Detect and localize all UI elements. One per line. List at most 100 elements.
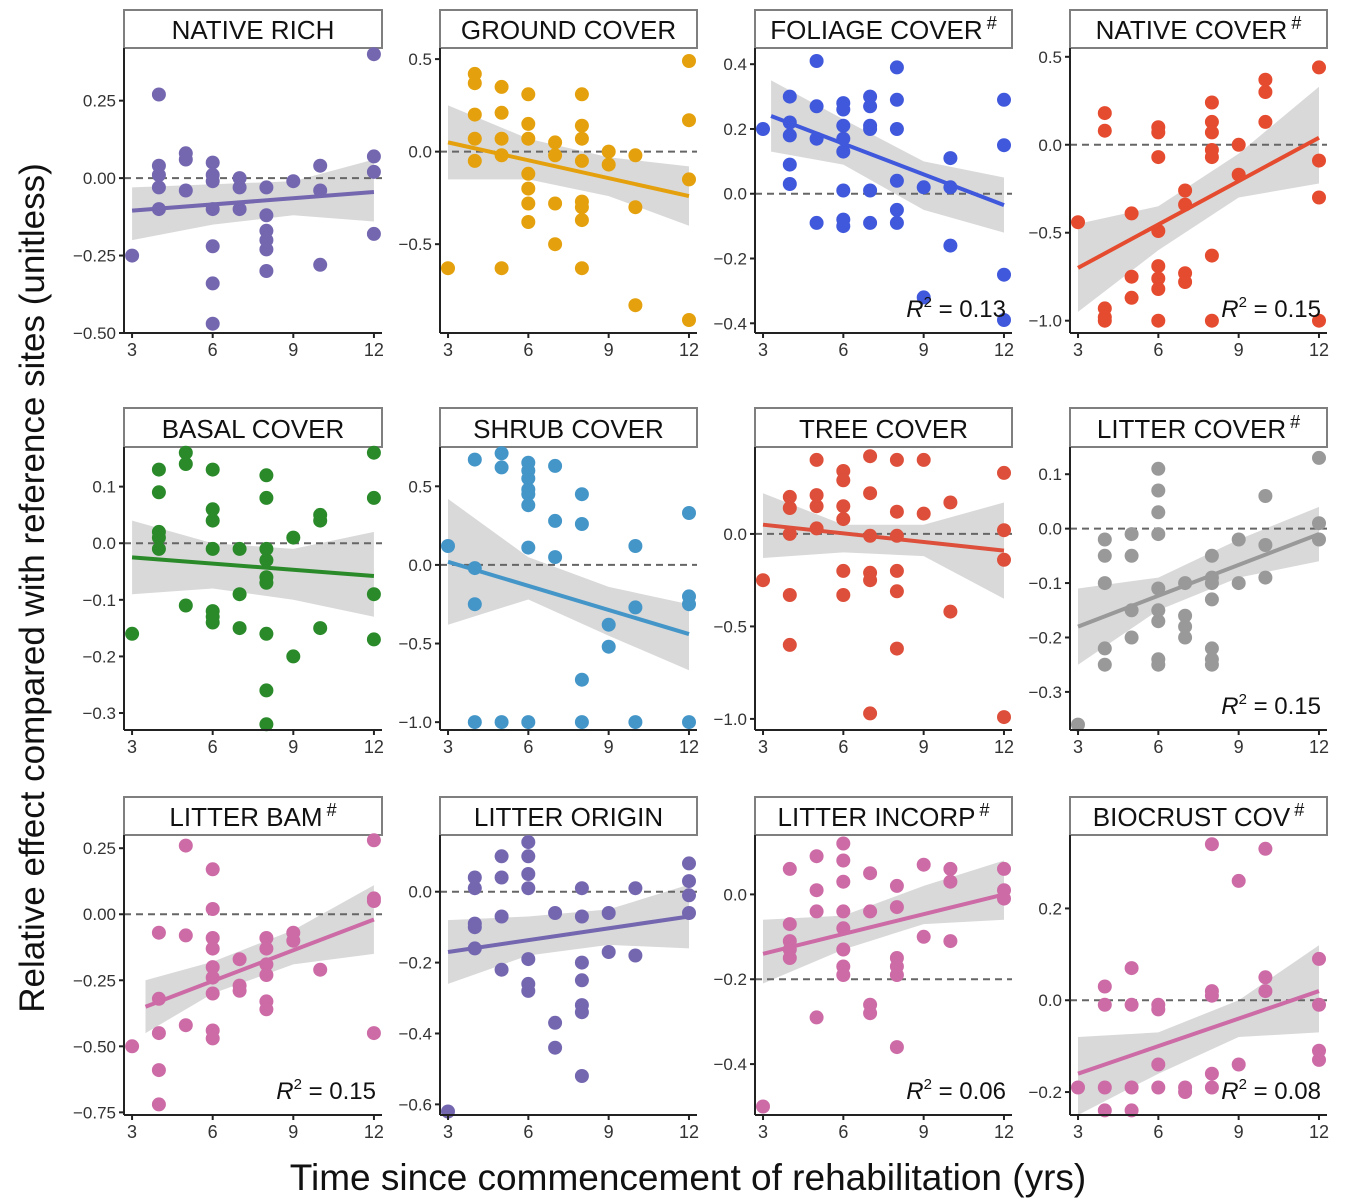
hash-marker: # bbox=[1294, 800, 1304, 820]
data-point bbox=[1312, 153, 1326, 168]
confidence-band bbox=[1078, 506, 1319, 665]
data-point bbox=[286, 649, 301, 664]
y-axis-label: Relative effect compared with reference … bbox=[13, 163, 52, 1012]
x-tick-label: 12 bbox=[1309, 340, 1329, 360]
data-point bbox=[574, 881, 589, 896]
y-tick-label: −0.5 bbox=[398, 635, 432, 654]
panel-title-box bbox=[1069, 9, 1328, 49]
data-point bbox=[1204, 1066, 1219, 1081]
y-tick-label: −0.5 bbox=[398, 235, 432, 254]
data-point bbox=[1151, 1002, 1166, 1017]
data-point bbox=[782, 157, 797, 172]
x-tick-label: 6 bbox=[1153, 737, 1163, 757]
data-point bbox=[521, 87, 536, 102]
data-point bbox=[574, 955, 589, 970]
panel-title: GROUND COVER bbox=[461, 15, 676, 45]
y-tick-label: 0.0 bbox=[408, 556, 432, 575]
data-point bbox=[178, 183, 193, 198]
hash-marker: # bbox=[327, 800, 337, 820]
data-point bbox=[1071, 1080, 1085, 1095]
data-point bbox=[1204, 114, 1219, 129]
data-point bbox=[1151, 581, 1166, 596]
y-tick-label: −0.3 bbox=[82, 704, 116, 723]
data-point bbox=[782, 128, 797, 143]
data-point bbox=[259, 541, 274, 556]
x-tick-label: 9 bbox=[919, 1122, 929, 1142]
x-tick-label: 6 bbox=[208, 340, 218, 360]
y-tick-label: −0.2 bbox=[1028, 628, 1062, 647]
y-tick-label: 0.0 bbox=[92, 534, 116, 553]
data-point bbox=[943, 238, 958, 253]
data-point bbox=[232, 587, 247, 602]
panel-litter-bam: LITTER BAM # −0.75 −0.50 −0.25 0.00 0.25 3 6 9 12 R… bbox=[73, 796, 384, 1142]
data-point bbox=[889, 452, 904, 467]
data-point bbox=[178, 152, 193, 167]
data-point bbox=[682, 172, 696, 187]
data-point bbox=[889, 92, 904, 107]
data-point bbox=[889, 878, 904, 893]
data-point bbox=[574, 261, 589, 276]
data-point bbox=[1178, 619, 1193, 634]
data-point bbox=[1258, 489, 1273, 503]
data-point bbox=[1204, 988, 1219, 1003]
data-point bbox=[366, 164, 381, 179]
data-point bbox=[809, 488, 824, 503]
data-point bbox=[205, 513, 220, 528]
data-point bbox=[467, 715, 482, 730]
data-point bbox=[997, 710, 1011, 725]
data-point bbox=[1312, 450, 1326, 465]
data-point bbox=[205, 541, 220, 556]
data-point bbox=[943, 604, 958, 619]
x-tick-label: 6 bbox=[1153, 340, 1163, 360]
data-point bbox=[366, 445, 381, 460]
data-point bbox=[1097, 979, 1112, 994]
data-point bbox=[1312, 1052, 1326, 1067]
data-point bbox=[441, 261, 455, 276]
data-point bbox=[628, 200, 643, 215]
data-point bbox=[863, 1006, 878, 1021]
x-tick-label: 3 bbox=[443, 340, 453, 360]
x-tick-label: 3 bbox=[127, 1122, 137, 1142]
data-point bbox=[521, 881, 536, 896]
data-point bbox=[521, 471, 536, 486]
data-point bbox=[863, 99, 878, 114]
y-tick-label: −0.5 bbox=[1028, 224, 1062, 243]
data-point bbox=[889, 900, 904, 915]
data-point bbox=[548, 135, 563, 150]
data-point bbox=[205, 615, 220, 630]
panel-litter-origin: LITTER ORIGIN −0.6 −0.4 −0.2 0.0 3 6 9 12 bbox=[398, 796, 699, 1142]
panel-litter-incorp: LITTER INCORP # −0.4 −0.2 0.0 3 6 9 12 R2 = 0.06 bbox=[713, 796, 1014, 1142]
data-point bbox=[205, 902, 220, 916]
data-point bbox=[836, 144, 851, 159]
data-point bbox=[151, 168, 166, 182]
x-tick-label: 12 bbox=[994, 1122, 1014, 1142]
y-tick-label: −0.25 bbox=[73, 247, 116, 266]
data-point bbox=[205, 462, 220, 477]
data-point bbox=[286, 530, 301, 545]
x-tick-label: 3 bbox=[758, 1122, 768, 1142]
data-point bbox=[205, 986, 220, 1001]
data-point bbox=[916, 180, 931, 195]
data-point bbox=[574, 672, 589, 687]
x-tick-label: 9 bbox=[288, 1122, 298, 1142]
data-point bbox=[1097, 997, 1112, 1012]
data-point bbox=[1231, 532, 1246, 547]
x-tick-label: 12 bbox=[994, 340, 1014, 360]
y-tick-label: 0.00 bbox=[83, 905, 116, 924]
data-point bbox=[494, 79, 509, 94]
x-tick-label: 9 bbox=[1234, 1122, 1244, 1142]
regression-line bbox=[762, 522, 1005, 553]
data-point bbox=[259, 180, 274, 195]
data-point bbox=[682, 597, 696, 612]
data-point bbox=[1204, 313, 1219, 328]
data-point bbox=[494, 105, 509, 120]
data-point bbox=[205, 239, 220, 254]
data-point bbox=[1231, 873, 1246, 888]
data-point bbox=[863, 904, 878, 919]
y-tick-label: −1.0 bbox=[398, 713, 432, 732]
data-point bbox=[548, 550, 563, 565]
y-tick-label: −0.4 bbox=[398, 1024, 432, 1043]
confidence-band bbox=[763, 493, 1004, 599]
regression-line bbox=[447, 914, 690, 954]
data-point bbox=[997, 92, 1011, 107]
